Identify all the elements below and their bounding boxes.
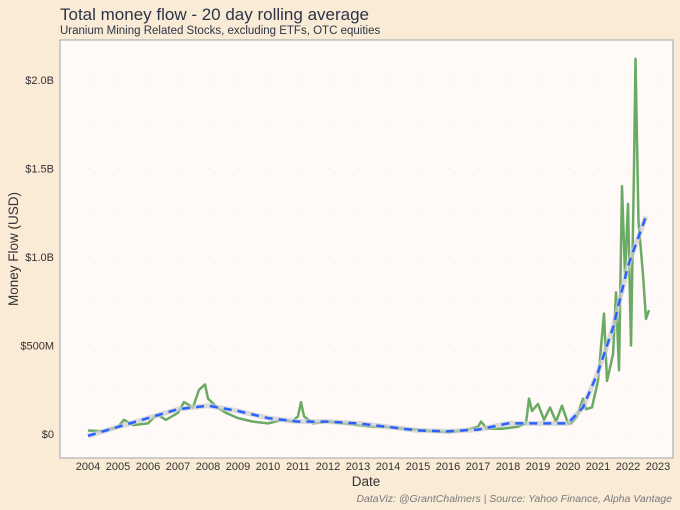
y-tick-label: $1.5B [25,164,54,176]
x-tick-label: 2018 [496,461,520,473]
y-tick-label: $500M [20,341,54,353]
x-tick-label: 2012 [316,461,340,473]
x-tick-label: 2011 [286,461,310,473]
x-tick-label: 2023 [646,461,670,473]
y-axis-label: Money Flow (USD) [6,192,21,306]
x-tick-label: 2021 [586,461,610,473]
x-tick-label: 2022 [616,461,640,473]
x-tick-label: 2017 [466,461,490,473]
x-axis-label: Date [352,474,381,489]
x-tick-label: 2014 [376,461,400,473]
x-tick-label: 2009 [226,461,250,473]
x-tick-label: 2007 [166,461,190,473]
y-tick-label: $0 [42,429,54,441]
chart-subtitle: Uranium Mining Related Stocks, excluding… [60,25,381,37]
x-tick-label: 2010 [256,461,280,473]
x-tick-label: 2006 [136,461,160,473]
x-tick-label: 2020 [556,461,580,473]
plot-panel [59,39,674,459]
x-tick-label: 2019 [526,461,550,473]
x-tick-label: 2008 [196,461,220,473]
x-tick-label: 2013 [346,461,370,473]
y-tick-label: $1.0B [25,252,54,264]
y-tick-label: $2.0B [25,75,54,87]
trend-band [87,215,649,439]
x-tick-label: 2015 [406,461,430,473]
x-tick-label: 2004 [76,461,100,473]
chart-title: Total money flow - 20 day rolling averag… [60,5,369,24]
x-tick-label: 2005 [106,461,130,473]
x-tick-label: 2016 [436,461,460,473]
chart-caption: DataViz: @GrantChalmers | Source: Yahoo … [356,493,672,505]
